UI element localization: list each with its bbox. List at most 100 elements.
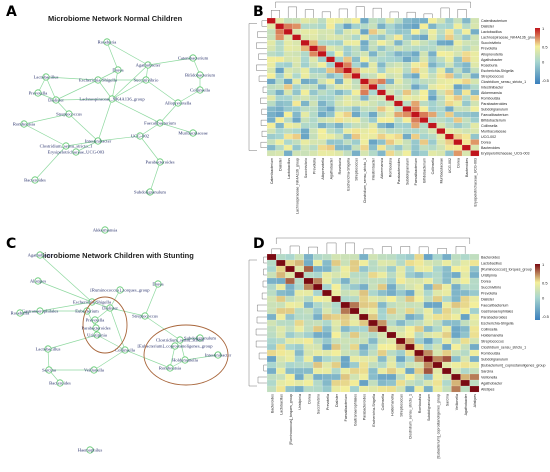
heat-b-cell (461, 117, 471, 124)
heat-d-cell (294, 385, 304, 393)
heat-b-cell (309, 128, 319, 135)
heat-b-cell (461, 40, 471, 46)
heat-b-cell (360, 150, 369, 157)
heat-b-cell (317, 117, 327, 124)
heat-d-cell (276, 367, 286, 375)
net-a-node-label: Muribaculaceae (178, 131, 207, 136)
heat-b-cell (461, 122, 471, 129)
heat-b-cell (360, 133, 369, 140)
heat-d-cell (395, 325, 406, 333)
heat-d-cell (377, 253, 387, 261)
heat-b-cell (309, 111, 319, 118)
heat-b-cell (334, 62, 344, 68)
heat-b-cell (292, 139, 302, 146)
heat-d-cell (331, 373, 341, 381)
heat-d-cell (395, 259, 406, 267)
heat-d-cell (266, 325, 277, 333)
heat-d-cell (340, 337, 351, 345)
heat-b-cell (266, 23, 276, 30)
net-c-node (34, 277, 42, 285)
heat-b-cell (266, 62, 276, 68)
heat-b-cell (309, 62, 319, 68)
heat-b-cell (266, 133, 276, 140)
heat-d-cell (331, 277, 341, 285)
heat-d-cell (414, 373, 424, 381)
net-a-node (34, 89, 42, 97)
heat-b-cell (385, 117, 395, 124)
heat-d-cell (377, 361, 387, 369)
heat-b-cell (377, 40, 386, 46)
heat-b-cell (436, 144, 446, 151)
net-a-edge (111, 98, 161, 124)
heat-b-cell (283, 28, 293, 35)
heat-b-cell (326, 45, 335, 52)
heat-b-cell (334, 51, 344, 57)
heat-b-cell (275, 139, 285, 146)
heat-b-cell (343, 150, 352, 157)
heat-b-cell (436, 89, 446, 96)
heat-d-cell (405, 337, 415, 345)
net-a-edge (75, 140, 99, 153)
heat-b-cell (300, 73, 310, 79)
heat-d-cell (423, 373, 434, 381)
heat-b-cell (326, 78, 335, 85)
heat-b-cell (411, 62, 420, 68)
heat-b-cell (343, 100, 352, 107)
heat-b-cell (300, 144, 310, 151)
heat-b-cell (470, 23, 480, 30)
heat-b-cell (453, 111, 463, 118)
heat-d-col-label: Romboutsia (418, 394, 422, 413)
heat-b-col-label: Clostridium_sensu_stricto_1 (363, 158, 367, 203)
heat-b-cell (385, 122, 395, 129)
heat-d-cell (442, 277, 452, 285)
heat-b-cell (326, 128, 335, 135)
heat-b-cell (385, 95, 395, 101)
heat-d-cell (460, 337, 470, 345)
heat-b-cell (266, 45, 276, 52)
heat-d-cell (386, 337, 397, 345)
heat-d-cell (432, 283, 443, 291)
heat-b-cell (351, 122, 361, 129)
panel-a-label: A (6, 4, 17, 20)
heat-d-cell (432, 379, 443, 387)
heat-b-cell (317, 40, 327, 46)
heat-b-cell (428, 139, 437, 146)
heat-b-cell (377, 56, 386, 63)
heat-d-cell (368, 361, 378, 369)
heat-d-cell (432, 277, 443, 285)
heat-d-cell (276, 277, 286, 285)
heat-b-cell (428, 106, 437, 112)
heat-b-cell (275, 67, 285, 74)
heat-d-cell (368, 253, 378, 261)
heat-b-cell (402, 17, 412, 24)
heat-d-cell (414, 265, 424, 273)
heat-d-cell (442, 271, 452, 279)
heat-b-cell (385, 28, 395, 35)
heat-d-cell (266, 313, 277, 321)
heat-d-row-label: Collinsella (481, 328, 497, 332)
heat-b-cell (385, 62, 395, 68)
heat-b-cell (326, 144, 335, 151)
heat-d-cell (294, 337, 304, 345)
heat-d-cell (386, 295, 397, 303)
heat-d-cell (386, 361, 397, 369)
heat-d-row-label: Sarcina (481, 370, 493, 374)
heat-b-cell (377, 17, 386, 24)
heat-b-cell (317, 45, 327, 52)
heat-b-col-label: Catenibacterium (270, 158, 274, 184)
heat-b-cell (317, 28, 327, 35)
heat-b-col-label: Erysipelotrichaceae_UCG-003 (473, 158, 477, 207)
heat-d-cell (313, 307, 323, 315)
heat-d-cell (313, 301, 323, 309)
net-c-node-label: Prevotella (86, 318, 105, 323)
heat-d-cell (294, 301, 304, 309)
heat-d-cell (285, 379, 295, 387)
heat-b-cell (317, 23, 327, 30)
heat-b-cell (309, 40, 319, 46)
net-a-node-label: Alloprevotella (165, 101, 192, 106)
heat-d-cell (395, 289, 406, 297)
heat-d-cell (285, 319, 295, 327)
heat-d-cell (395, 313, 406, 321)
heat-b-cell (368, 84, 378, 90)
